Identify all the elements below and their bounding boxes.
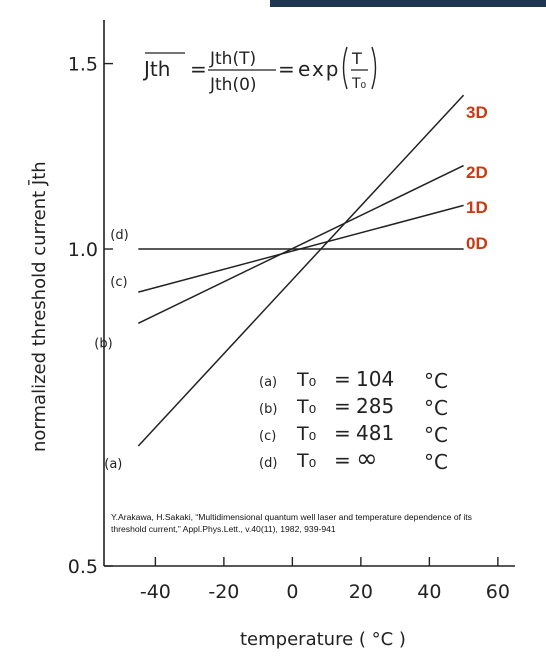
- formula-frac-den: T₀: [351, 76, 367, 92]
- series-tag-b: (b): [94, 336, 112, 351]
- legend-equals: =: [334, 448, 351, 472]
- legend-row: (b) T₀ = 285 °C: [259, 394, 448, 420]
- formula-frac-num: T: [351, 49, 362, 68]
- legend-unit: °C: [424, 423, 448, 447]
- y-tick-label: 1.5: [68, 54, 98, 76]
- x-tick-label: 0: [286, 581, 298, 603]
- y-axis-title: normalized threshold current J̄th: [28, 161, 50, 452]
- legend-symbol: T₀: [296, 450, 316, 472]
- dimension-labels: 3D 2D 1D 0D: [466, 103, 488, 253]
- legend-equals: =: [334, 421, 351, 445]
- legend-equals: =: [334, 394, 351, 418]
- legend-series-name: (a): [259, 375, 277, 390]
- legend-unit: °C: [424, 369, 448, 393]
- series-tag-c: (c): [110, 275, 127, 290]
- legend-symbol: T₀: [296, 396, 316, 418]
- legend-value: 481: [356, 421, 394, 445]
- legend-unit: °C: [424, 450, 448, 474]
- x-tick-label: -40: [140, 581, 171, 603]
- formula-numerator: Jth(T): [209, 49, 256, 69]
- label-1d: 1D: [466, 198, 488, 217]
- series-line-b: [137, 164, 464, 324]
- series-tag-a: (a): [104, 457, 122, 472]
- legend-value: 285: [356, 394, 394, 418]
- legend-symbol: T₀: [296, 423, 316, 445]
- legend-equals: =: [334, 367, 351, 391]
- x-axis-title: temperature ( °C ): [240, 629, 406, 650]
- top-accent-bar: [270, 0, 546, 7]
- label-3d: 3D: [466, 103, 488, 122]
- legend-value: 104: [356, 367, 394, 391]
- formula-equals-1: =: [190, 57, 207, 81]
- legend-unit: °C: [424, 396, 448, 420]
- legend-row: (d) T₀ = ∞ °C: [259, 444, 448, 474]
- x-tick-label: 60: [486, 581, 510, 603]
- formula: Jth = Jth(T) Jth(0) = exp T T₀: [142, 46, 377, 95]
- formula-denominator: Jth(0): [209, 75, 257, 95]
- label-0d: 0D: [466, 234, 488, 253]
- x-tick-label: 40: [417, 581, 441, 603]
- legend-series-name: (b): [259, 402, 277, 417]
- series-line-a: [137, 94, 465, 447]
- citation: Y.Arakawa, H.Sakaki, “Multidimensional q…: [111, 512, 472, 534]
- legend-value: ∞: [356, 444, 378, 474]
- legend-row: (a) T₀ = 104 °C: [259, 367, 448, 393]
- formula-paren-right: [371, 46, 377, 90]
- label-2d: 2D: [466, 163, 488, 182]
- x-tick-label: 20: [349, 581, 373, 603]
- formula-exp: exp: [298, 57, 340, 81]
- legend-series-name: (c): [259, 429, 276, 444]
- legend-symbol: T₀: [296, 369, 316, 391]
- legend-series-name: (d): [259, 456, 277, 471]
- series-tag-d: (d): [110, 228, 128, 243]
- legend: (a) T₀ = 104 °C(b) T₀ = 285 °C(c) T₀ = 481 °C(d) T₀ = ∞…: [259, 367, 448, 474]
- y-tick-label: 1.0: [68, 239, 98, 261]
- legend-row: (c) T₀ = 481 °C: [259, 421, 448, 447]
- y-tick-label: 0.5: [68, 556, 98, 578]
- formula-lhs: Jth: [142, 57, 170, 81]
- formula-paren-left: [342, 46, 348, 90]
- formula-equals-2: =: [278, 57, 295, 81]
- x-tick-label: -20: [208, 581, 239, 603]
